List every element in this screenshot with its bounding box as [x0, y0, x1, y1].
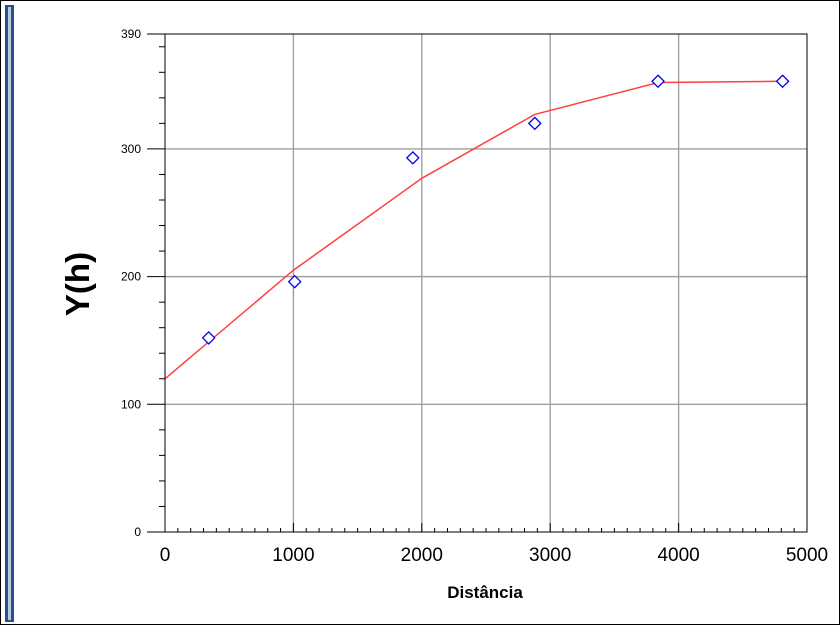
x-tick-label: 4000	[657, 545, 699, 566]
x-tick-label: 5000	[786, 545, 828, 566]
data-point-diamond	[405, 150, 420, 165]
fitted-model-line	[164, 80, 783, 380]
left-border-highlight	[8, 7, 11, 620]
x-tick-label: 3000	[529, 545, 571, 566]
data-point-diamond	[527, 116, 542, 131]
x-tick-label: 1000	[272, 545, 314, 566]
x-tick-label: 2000	[401, 545, 443, 566]
tick-labels: 0 1000 2000 3000 4000 5000 0 100 200 300 390	[121, 27, 828, 566]
y-axis-title: Y(h)	[59, 252, 96, 316]
x-axis-title: Distância	[447, 583, 523, 602]
data-point-diamond	[651, 74, 665, 89]
data-point-diamond	[287, 274, 302, 289]
series	[164, 74, 790, 380]
minor-ticks	[147, 33, 808, 533]
y-tick-label: 100	[121, 397, 141, 411]
plot-area-border	[164, 33, 808, 533]
plot-panel	[19, 5, 839, 622]
y-tick-label: 300	[121, 142, 141, 156]
y-tick-label: 390	[121, 27, 141, 41]
data-point-diamond	[201, 330, 216, 345]
grid	[165, 34, 807, 532]
y-tick-label: 200	[121, 270, 141, 284]
x-tick-label: 0	[160, 545, 171, 566]
data-point-diamond	[775, 74, 790, 89]
y-tick-label: 0	[134, 525, 141, 539]
